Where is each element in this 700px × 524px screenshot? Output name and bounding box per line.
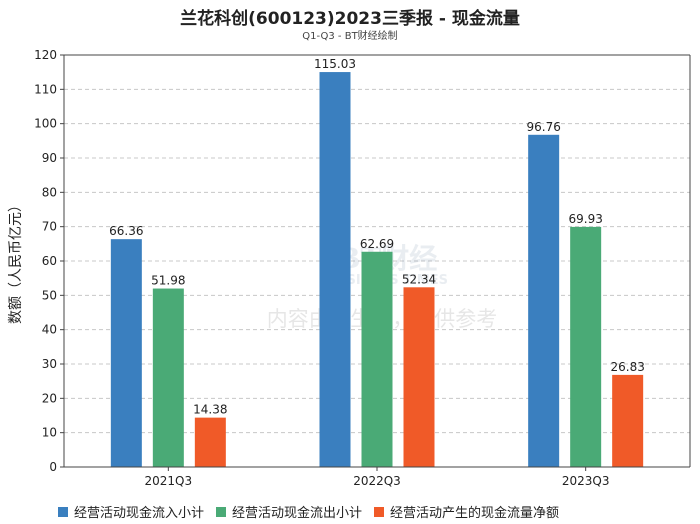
legend-swatch xyxy=(216,506,227,517)
y-tick-label: 0 xyxy=(49,460,57,474)
legend-label: 经营活动现金流入小计 xyxy=(74,506,205,521)
bar xyxy=(110,239,142,467)
legend-label: 经营活动产生的现金流量净额 xyxy=(390,506,560,521)
y-tick-label: 10 xyxy=(42,426,57,440)
y-tick-label: 70 xyxy=(42,220,57,234)
y-tick-label: 40 xyxy=(42,323,57,337)
bar xyxy=(612,374,644,467)
data-label: 69.93 xyxy=(568,212,602,226)
y-tick-label: 60 xyxy=(42,254,57,268)
bar xyxy=(152,288,184,467)
data-label: 52.34 xyxy=(402,272,436,286)
y-tick-label: 120 xyxy=(34,48,57,62)
legend-swatch xyxy=(58,506,68,517)
data-label: 51.98 xyxy=(151,274,185,288)
legend-label: 经营活动现金流出小计 xyxy=(232,506,363,521)
data-label: 115.03 xyxy=(314,57,356,71)
legend-item-outflow: 经营活动现金流出小计 xyxy=(216,502,362,521)
y-tick-label: 110 xyxy=(34,82,57,96)
data-label: 96.76 xyxy=(526,120,560,134)
legend-item-inflow: 经营活动现金流入小计 xyxy=(58,502,204,521)
chart-title: 兰花科创(600123)2023三季报 - 现金流量 xyxy=(180,9,520,29)
y-tick-label: 90 xyxy=(42,151,57,165)
bar xyxy=(403,287,435,467)
bars xyxy=(110,72,644,468)
y-axis-label: 数额（人民币亿元） xyxy=(8,198,24,324)
legend-swatch xyxy=(374,506,385,517)
y-tick-label: 80 xyxy=(42,185,57,199)
y-tick-label: 30 xyxy=(42,357,57,371)
bar xyxy=(319,72,351,468)
data-label: 14.38 xyxy=(193,403,227,417)
bar xyxy=(361,251,393,467)
y-tick-label: 20 xyxy=(42,391,57,405)
legend: 经营活动现金流入小计 经营活动现金流出小计 经营活动产生的现金流量净额 xyxy=(58,502,698,521)
legend-item-net: 经营活动产生的现金流量净额 xyxy=(374,502,559,521)
x-tick-label: 2022Q3 xyxy=(353,474,401,488)
data-label: 66.36 xyxy=(109,224,143,238)
data-label: 26.83 xyxy=(610,360,644,374)
y-tick-label: 100 xyxy=(34,117,57,131)
y-tick-label: 50 xyxy=(42,288,57,302)
bar xyxy=(528,134,560,468)
data-labels: 66.36 51.98 14.38 115.03 62.69 52.34 96.76 69.9… xyxy=(109,57,645,417)
axes: 0 10 20 30 40 50 60 70 80 90 100 110 120 数额（人民币亿元） 202… xyxy=(8,48,691,488)
bar xyxy=(570,226,602,467)
x-tick-label: 2023Q3 xyxy=(562,474,610,488)
bar xyxy=(194,417,226,467)
chart-subtitle: Q1-Q3 - BT财经绘制 xyxy=(302,31,398,42)
x-tick-label: 2021Q3 xyxy=(145,474,193,488)
data-label: 62.69 xyxy=(360,237,394,251)
